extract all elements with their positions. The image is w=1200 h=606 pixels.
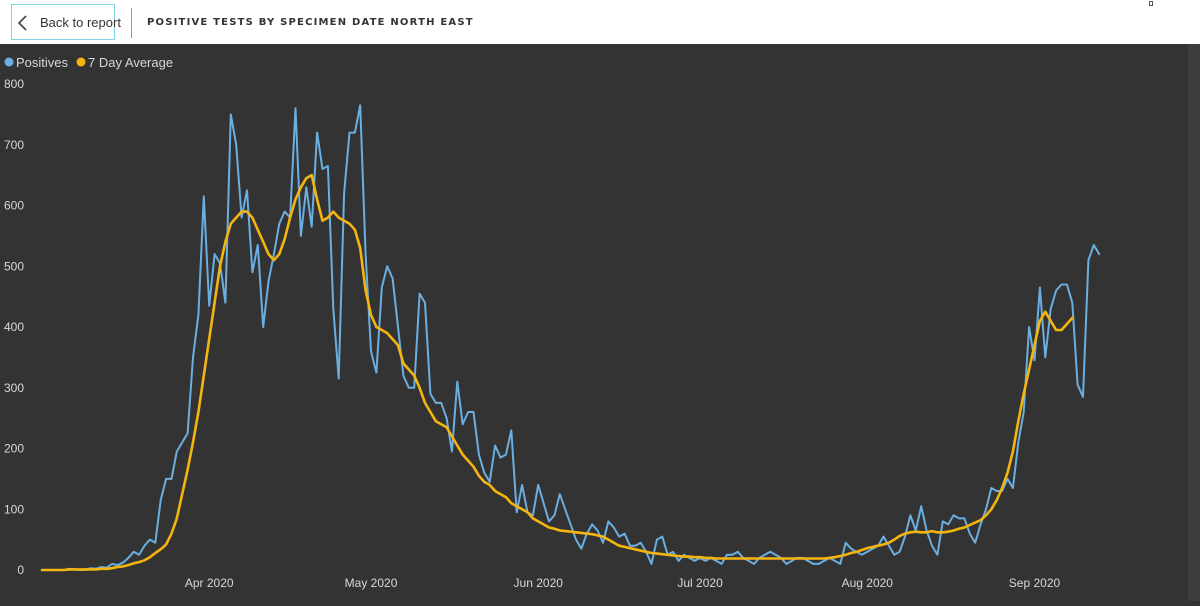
y-tick-label: 700 xyxy=(4,138,24,152)
positives-line xyxy=(41,104,1101,571)
back-to-report-label: Back to report xyxy=(40,15,121,30)
page-title: POSITIVE TESTS BY SPECIMEN DATE NORTH EA… xyxy=(147,17,474,28)
line-chart: Positives 7 Day Average 0 100 200 300 400 500 6… xyxy=(4,55,1101,590)
x-tick-label: May 2020 xyxy=(345,576,398,590)
x-tick-label: Sep 2020 xyxy=(1009,576,1061,590)
chart-area: Positives 7 Day Average 0 100 200 300 400 500 6… xyxy=(0,44,1200,601)
legend-marker-1 xyxy=(76,57,86,67)
back-to-report-button[interactable]: Back to report xyxy=(11,4,121,40)
y-tick-label: 100 xyxy=(4,502,24,516)
header-divider xyxy=(131,8,132,38)
chart-series xyxy=(40,104,1101,572)
y-tick-label: 800 xyxy=(4,77,24,91)
y-axis: 0 100 200 300 400 500 600 700 800 xyxy=(4,77,24,577)
y-tick-label: 500 xyxy=(4,259,24,273)
x-tick-label: Apr 2020 xyxy=(185,576,234,590)
y-tick-label: 200 xyxy=(4,442,24,456)
legend-marker-0 xyxy=(4,57,14,67)
focus-mode-button[interactable] xyxy=(1140,0,1162,12)
y-tick-label: 600 xyxy=(4,199,24,213)
x-tick-label: Jul 2020 xyxy=(677,576,723,590)
scrollbar-track[interactable] xyxy=(1188,44,1200,601)
chart-legend: Positives 7 Day Average xyxy=(4,55,173,70)
report-header: Back to report POSITIVE TESTS BY SPECIME… xyxy=(0,0,1200,44)
legend-label-0: Positives xyxy=(16,55,69,70)
chevron-left-icon xyxy=(17,15,27,31)
y-tick-label: 300 xyxy=(4,381,24,395)
y-tick-label: 400 xyxy=(4,320,24,334)
seven-day-average-line xyxy=(40,173,1074,572)
x-tick-label: Jun 2020 xyxy=(514,576,564,590)
legend-label-1: 7 Day Average xyxy=(88,55,173,70)
x-tick-label: Aug 2020 xyxy=(842,576,894,590)
y-tick-label: 0 xyxy=(17,563,24,577)
x-axis: Apr 2020 May 2020 Jun 2020 Jul 2020 Aug 2020… xyxy=(185,576,1061,590)
focus-icon xyxy=(1149,1,1153,6)
